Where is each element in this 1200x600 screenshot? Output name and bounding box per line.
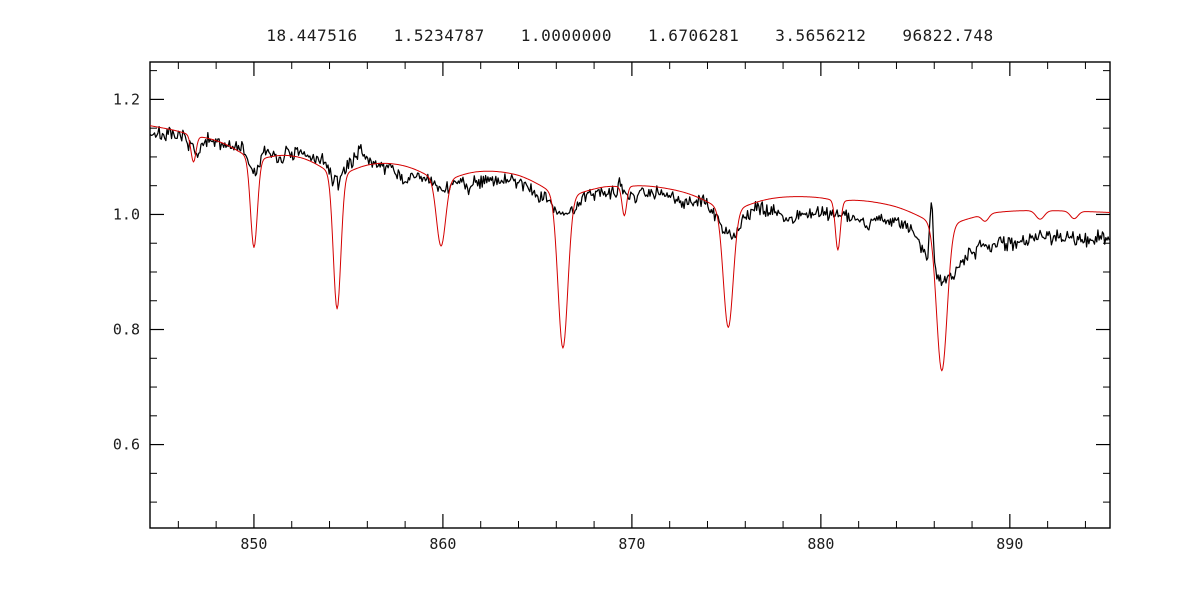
x-tick-label: 860 [429, 535, 456, 553]
title-value-4: 1.6706281 [648, 26, 740, 45]
y-tick-label: 1.0 [113, 205, 140, 223]
x-tick-label: 850 [240, 535, 267, 553]
title-value-2: 1.5234787 [393, 26, 485, 45]
y-tick-label: 1.2 [113, 90, 140, 108]
x-tick-label: 890 [996, 535, 1023, 553]
y-tick-label: 0.6 [113, 436, 140, 454]
title-value-6: 96822.748 [902, 26, 994, 45]
title-value-5: 3.5656212 [775, 26, 867, 45]
x-tick-label: 870 [618, 535, 645, 553]
x-tick-label: 880 [807, 535, 834, 553]
title-value-1: 18.447516 [266, 26, 358, 45]
model-spectrum-line [150, 125, 1110, 372]
y-tick-label: 0.8 [113, 321, 140, 339]
title-value-3: 1.0000000 [520, 26, 612, 45]
plot-title-values: 18.447516 1.5234787 1.0000000 1.6706281 … [150, 26, 1110, 45]
